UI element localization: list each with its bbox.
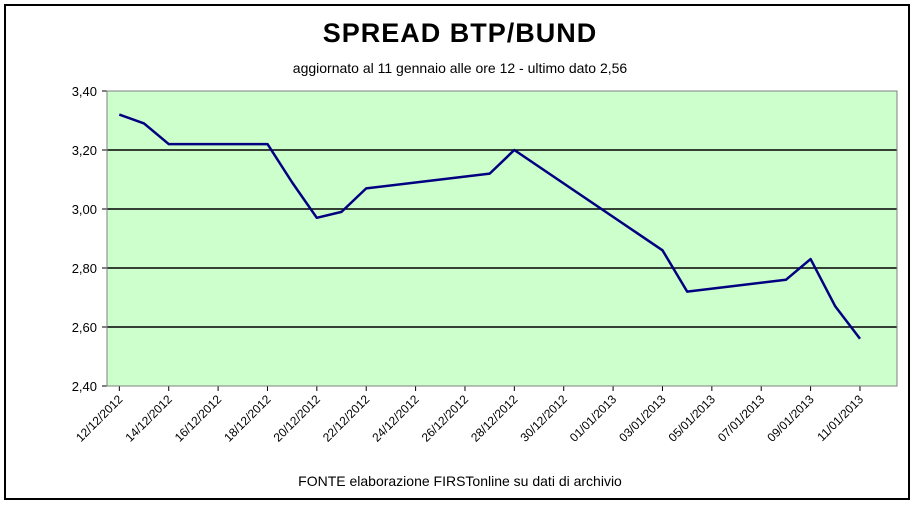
chart-source: FONTE elaborazione FIRSTonline su dati d… xyxy=(298,473,622,489)
x-tick-label: 05/01/2013 xyxy=(666,392,719,445)
chart-title: SPREAD BTP/BUND xyxy=(322,18,598,48)
x-tick-label: 01/01/2013 xyxy=(567,392,620,445)
x-tick-label: 20/12/2012 xyxy=(271,392,324,445)
y-axis-ticks: 2,40 2,60 2,80 3,00 3,20 3,40 xyxy=(72,84,107,394)
x-tick-label: 30/12/2012 xyxy=(517,392,570,445)
y-tick-label: 3,40 xyxy=(72,84,97,99)
x-tick-label: 03/01/2013 xyxy=(616,392,669,445)
plot-border xyxy=(106,90,898,387)
y-tick-label: 2,40 xyxy=(72,379,97,394)
x-tick-label: 18/12/2012 xyxy=(221,392,274,445)
x-tick-label: 22/12/2012 xyxy=(320,392,373,445)
plot-area xyxy=(107,91,897,386)
x-tick-label: 28/12/2012 xyxy=(468,392,521,445)
x-axis-ticks: 12/12/201214/12/201216/12/201218/12/2012… xyxy=(73,386,866,445)
x-tick-label: 24/12/2012 xyxy=(369,392,422,445)
x-tick-label: 26/12/2012 xyxy=(419,392,472,445)
x-tick-label: 16/12/2012 xyxy=(172,392,225,445)
x-tick-label: 07/01/2013 xyxy=(715,392,768,445)
x-tick-label: 12/12/2012 xyxy=(73,392,126,445)
y-tick-label: 2,80 xyxy=(72,261,97,276)
y-tick-label: 3,00 xyxy=(72,202,97,217)
y-tick-label: 3,20 xyxy=(72,143,97,158)
grid-lines xyxy=(107,149,897,328)
x-tick-label: 11/01/2013 xyxy=(814,392,866,444)
chart-subtitle: aggiornato al 11 gennaio alle ore 12 - u… xyxy=(292,60,628,76)
x-tick-label: 09/01/2013 xyxy=(764,392,817,445)
x-tick-label: 14/12/2012 xyxy=(122,392,175,445)
y-tick-label: 2,60 xyxy=(72,320,97,335)
series-line-spread xyxy=(118,113,861,340)
